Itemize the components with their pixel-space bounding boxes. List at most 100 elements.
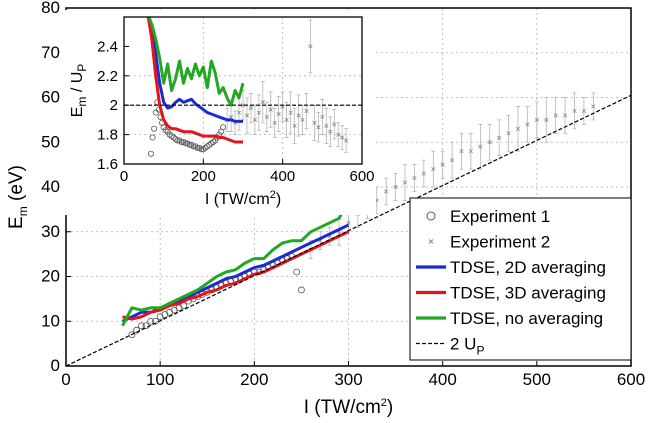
inset-y-axis-label: Em / UP (69, 64, 89, 118)
main-y-axis-label: Em (eV) (6, 165, 30, 229)
series-line-tdse-2d-averaging (146, 17, 243, 123)
data-point-experiment-2 (525, 122, 530, 127)
legend-label: TDSE, 2D averaging (450, 258, 606, 277)
data-point-experiment-1 (128, 331, 136, 339)
x-tick-label: 200 (240, 370, 268, 389)
data-point-experiment-2 (431, 167, 436, 172)
data-point-experiment-2 (581, 108, 586, 114)
main-plot-area (66, 92, 631, 366)
data-point-experiment-2 (506, 131, 511, 136)
data-point-experiment-2 (332, 122, 337, 127)
data-point-experiment-2 (252, 117, 257, 122)
y-tick-label: 20 (41, 267, 60, 286)
inset-plot-area (124, 17, 362, 157)
x-tick-label: 200 (191, 168, 216, 185)
data-point-experiment-1 (176, 137, 183, 144)
data-point-experiment-2 (236, 110, 242, 115)
data-point-experiment-1 (170, 134, 177, 141)
data-point-experiment-1 (198, 146, 205, 153)
data-point-experiment-1 (293, 268, 301, 276)
data-point-experiment-2 (276, 111, 281, 117)
inset-tick-labels: 0 200 400 600 1.6 1.8 2 2.2 2.4 (97, 38, 374, 185)
data-point-experiment-1 (162, 127, 169, 134)
data-point-experiment-1 (178, 138, 185, 145)
x-tick-label: 0 (61, 370, 70, 389)
data-point-experiment-1 (174, 137, 181, 144)
series-group (124, 17, 362, 157)
data-point-experiment-2 (421, 171, 426, 176)
data-point-experiment-2 (412, 175, 417, 181)
data-point-experiment-1 (202, 144, 209, 151)
data-point-experiment-2 (324, 123, 329, 128)
data-point-experiment-1 (151, 125, 158, 132)
legend-item: Experiment 2 (428, 233, 550, 252)
y-tick-label: 1.8 (97, 127, 118, 144)
data-point-experiment-1 (206, 141, 213, 148)
data-point-experiment-2 (312, 120, 317, 125)
data-point-experiment-2 (256, 110, 261, 115)
data-point-experiment-2 (304, 108, 309, 114)
data-point-experiment-2 (544, 117, 549, 122)
legend-label: Experiment 1 (450, 207, 550, 226)
legend-label: Experiment 2 (450, 233, 550, 252)
data-point-experiment-2 (440, 162, 445, 167)
data-point-experiment-2 (300, 117, 305, 122)
data-point-experiment-2 (336, 132, 341, 137)
data-point-experiment-1 (184, 140, 191, 147)
data-point-experiment-2 (553, 113, 558, 118)
x-tick-label: 0 (120, 168, 128, 185)
data-point-experiment-2 (340, 135, 345, 140)
x-tick-label: 400 (428, 370, 456, 389)
legend-item: TDSE, 3D averaging (416, 284, 606, 303)
data-point-experiment-1 (160, 124, 167, 131)
y-tick-label: 30 (41, 222, 60, 241)
data-point-experiment-2 (515, 126, 521, 131)
data-point-experiment-1 (200, 146, 207, 153)
data-point-experiment-2 (284, 117, 289, 122)
data-point-experiment-1 (212, 137, 219, 144)
legend-item: Experiment 1 (426, 207, 550, 226)
data-point-experiment-2 (487, 140, 492, 145)
data-point-experiment-1 (172, 136, 179, 143)
y-tick-label: 2 (110, 97, 118, 114)
series-line-tdse-3d-averaging (122, 230, 350, 321)
x-tick-label: 600 (617, 370, 645, 389)
data-point-experiment-2 (320, 114, 325, 120)
legend-box (409, 197, 632, 361)
legend-marker-x (428, 239, 434, 244)
legend-item: TDSE, no averaging (416, 309, 603, 328)
data-point-experiment-2 (316, 125, 321, 130)
data-point-experiment-2 (272, 120, 277, 125)
data-point-experiment-1 (180, 138, 187, 145)
data-point-experiment-1 (188, 141, 195, 148)
data-point-experiment-2 (591, 104, 596, 109)
series-line-2-u (66, 94, 631, 366)
data-point-experiment-2 (229, 114, 234, 120)
data-point-experiment-1 (137, 322, 145, 330)
data-point-experiment-2 (288, 110, 293, 115)
data-point-experiment-1 (192, 143, 199, 150)
data-point-experiment-2 (497, 135, 502, 140)
data-point-experiment-1 (204, 143, 211, 150)
data-point-experiment-2 (296, 113, 301, 118)
data-point-experiment-2 (344, 138, 349, 143)
y-tick-label: 80 (41, 0, 60, 17)
series-group (66, 92, 631, 366)
y-tick-label: 60 (41, 88, 60, 107)
data-point-experiment-2 (328, 129, 333, 134)
inset-chart: 0 200 400 600 1.6 1.8 2 2.2 2.4 I (TW/cm2) Em / … (62, 10, 376, 215)
data-point-experiment-1 (298, 286, 305, 294)
legend-label: 2 UP (450, 335, 484, 358)
data-point-experiment-1 (182, 140, 189, 147)
series-line-tdse-no-averaging (147, 17, 245, 107)
y-tick-label: 40 (41, 177, 60, 196)
y-tick-label: 2.2 (97, 68, 118, 85)
data-point-experiment-1 (166, 131, 173, 138)
inset-background (62, 10, 376, 215)
data-point-experiment-2 (572, 108, 577, 114)
data-point-experiment-1 (210, 138, 217, 145)
legend-item: 2 UP (416, 335, 484, 358)
data-point-experiment-2 (308, 44, 313, 49)
